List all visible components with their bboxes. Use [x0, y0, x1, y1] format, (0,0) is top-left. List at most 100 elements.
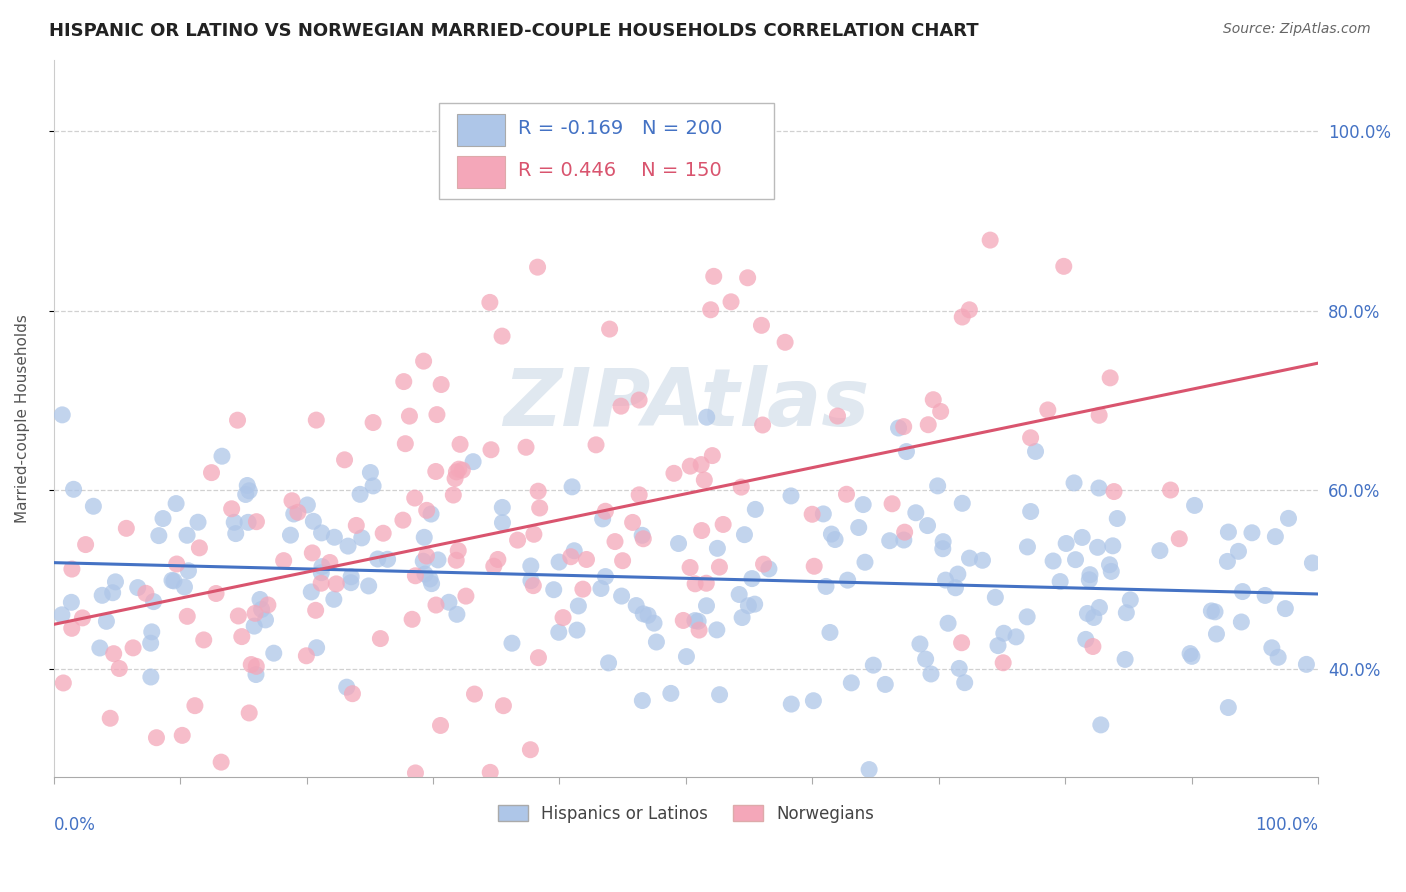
Point	[340, 570, 363, 584]
Point	[852, 498, 875, 512]
Point	[60, 621, 83, 635]
Point	[610, 399, 633, 413]
Point	[350, 531, 373, 545]
Point	[589, 582, 612, 596]
Point	[425, 598, 447, 612]
Point	[744, 597, 766, 611]
Point	[486, 552, 509, 566]
Text: R = -0.169   N = 200: R = -0.169 N = 200	[517, 119, 723, 138]
Point	[75, 538, 97, 552]
Point	[187, 515, 209, 529]
Point	[1204, 605, 1226, 619]
Point	[336, 680, 359, 694]
Point	[932, 534, 955, 549]
Point	[446, 465, 468, 479]
Point	[688, 614, 710, 628]
Point	[221, 501, 243, 516]
Point	[592, 512, 614, 526]
Point	[60, 562, 83, 576]
Point	[585, 438, 607, 452]
Point	[392, 375, 415, 389]
Point	[62, 483, 84, 497]
Point	[628, 392, 651, 407]
Point	[188, 836, 211, 850]
Point	[51, 607, 73, 622]
Point	[737, 270, 759, 285]
Point	[1017, 610, 1039, 624]
Point	[1081, 640, 1104, 654]
Point	[280, 528, 302, 542]
Point	[420, 507, 443, 521]
Point	[301, 546, 323, 560]
Point	[103, 647, 125, 661]
Point	[287, 505, 309, 519]
Point	[236, 516, 259, 530]
Point	[491, 329, 513, 343]
Point	[529, 500, 551, 515]
Point	[224, 516, 246, 530]
Point	[344, 518, 367, 533]
Point	[972, 553, 994, 567]
Point	[1005, 630, 1028, 644]
Point	[173, 580, 195, 594]
Point	[377, 552, 399, 566]
Point	[896, 444, 918, 458]
Point	[152, 511, 174, 525]
Point	[1090, 718, 1112, 732]
Point	[1099, 371, 1122, 385]
Point	[243, 619, 266, 633]
Point	[1240, 525, 1263, 540]
Text: 0.0%: 0.0%	[53, 816, 96, 834]
Point	[668, 536, 690, 550]
Point	[813, 507, 835, 521]
Point	[862, 658, 884, 673]
Point	[751, 318, 773, 333]
Point	[283, 507, 305, 521]
Point	[1019, 504, 1042, 518]
Point	[165, 497, 187, 511]
Point	[454, 589, 477, 603]
Point	[370, 632, 392, 646]
Point	[728, 587, 751, 601]
Point	[413, 567, 436, 582]
Point	[412, 554, 434, 568]
Point	[426, 408, 449, 422]
Point	[1254, 589, 1277, 603]
Point	[679, 560, 702, 574]
Point	[703, 269, 725, 284]
Point	[415, 549, 437, 563]
Point	[595, 504, 617, 518]
Point	[741, 572, 763, 586]
Point	[950, 636, 973, 650]
Point	[993, 626, 1015, 640]
Point	[1295, 657, 1317, 672]
Point	[875, 677, 897, 691]
Point	[1053, 260, 1076, 274]
Point	[837, 573, 859, 587]
Point	[122, 640, 145, 655]
Point	[599, 322, 621, 336]
Point	[720, 294, 742, 309]
Point	[1071, 531, 1094, 545]
Point	[758, 562, 780, 576]
Point	[141, 624, 163, 639]
Point	[612, 554, 634, 568]
Point	[818, 625, 841, 640]
Point	[543, 582, 565, 597]
Point	[709, 560, 731, 574]
Point	[1301, 556, 1323, 570]
Point	[730, 480, 752, 494]
Point	[245, 667, 267, 681]
Point	[305, 640, 328, 655]
Legend: Hispanics or Latinos, Norwegians: Hispanics or Latinos, Norwegians	[491, 798, 880, 830]
Point	[835, 487, 858, 501]
Point	[1232, 584, 1254, 599]
Point	[820, 527, 842, 541]
Point	[683, 614, 706, 628]
Text: HISPANIC OR LATINO VS NORWEGIAN MARRIED-COUPLE HOUSEHOLDS CORRELATION CHART: HISPANIC OR LATINO VS NORWEGIAN MARRIED-…	[49, 22, 979, 40]
Point	[1107, 511, 1129, 525]
Point	[948, 661, 970, 675]
Point	[945, 581, 967, 595]
Point	[166, 557, 188, 571]
Point	[392, 513, 415, 527]
